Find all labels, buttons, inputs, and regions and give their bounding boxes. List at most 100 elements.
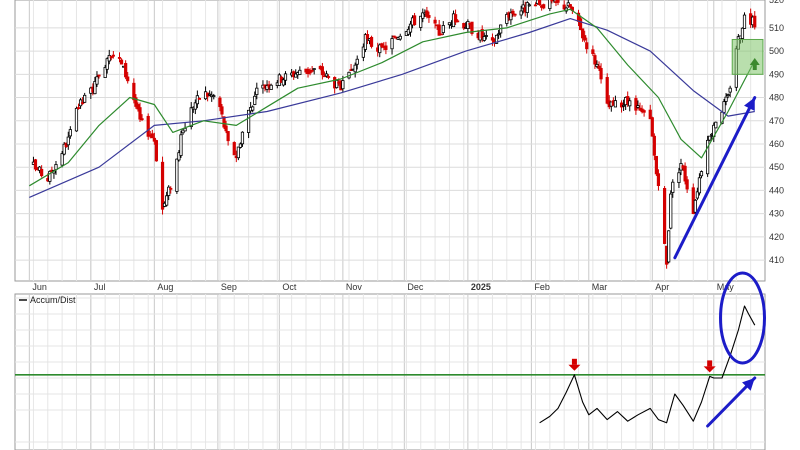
candle-body [326,76,331,78]
candle-body [439,33,443,36]
candle-body [169,187,173,190]
candle-body [310,69,314,72]
candle-body [378,44,382,54]
candle-body [369,36,374,47]
candle-body [519,10,523,16]
candle-body [509,12,513,21]
candle-body [251,106,255,111]
peak-marker-arrow-icon [703,366,716,373]
candle-body [208,93,212,96]
candle-body [179,134,183,156]
candle-body [197,97,202,100]
candle-body [48,170,52,182]
candle-body [562,4,566,10]
candle-body [177,152,181,161]
candle-body [708,135,712,141]
candle-body [662,188,667,244]
candle-body [677,172,681,183]
candle-body [697,177,702,194]
price-panel [14,0,766,282]
candle-body [484,35,488,37]
y-tick-label: 450 [769,162,784,172]
candle-body [447,22,452,26]
candle-body [724,96,728,102]
candle-body [247,109,251,133]
candle-body [105,58,109,70]
price-trend-arrow [673,96,757,260]
candle-body [154,140,158,162]
candle-body [236,146,240,159]
candle-body [183,127,187,132]
candle-body [398,35,402,40]
candle-body [583,35,587,41]
candle-body [548,0,552,9]
candle-body [667,230,671,263]
candle-body [97,74,101,77]
candle-body [527,4,531,7]
candle-body [490,37,495,41]
accum-dist-line [539,305,756,424]
candle-body [462,23,466,29]
candle-body [695,191,699,199]
candle-body [433,19,437,24]
candle-body [83,94,87,103]
candle-body [138,107,142,120]
x-tick-label: 2025 [471,282,491,292]
x-tick-label: Jul [94,282,106,292]
x-tick-label: Nov [346,282,363,292]
candle-body [591,49,595,55]
candle-body [175,158,179,192]
candle-body [283,73,288,81]
candle-body [269,84,273,90]
candle-body [494,34,499,44]
candle-body [742,14,747,29]
candle-body [37,166,42,171]
candle-body [581,28,585,39]
peak-marker-arrow-icon [571,358,577,365]
candle-body [740,27,745,39]
y-tick-label: 490 [769,69,784,79]
candle-body [146,115,150,137]
candle-body [212,95,216,97]
candle-body [685,179,689,190]
candle-body [165,195,169,206]
candle-body [441,25,445,33]
candle-body [671,181,675,193]
candle-body [693,199,697,213]
candle-body [656,173,661,187]
candle-body [648,109,652,120]
candle-body [683,165,687,182]
candle-body [537,0,542,6]
candle-body [421,12,425,19]
candle-body [33,159,38,170]
y-tick-label: 440 [769,185,784,195]
candle-body [93,81,97,95]
x-tick-label: Aug [157,282,173,292]
candle-body [652,135,656,156]
candle-body [412,15,417,26]
candle-body [152,137,156,142]
candle-body [281,79,286,86]
candle-body [181,129,185,134]
candle-body [62,143,66,155]
legend-label: Accum/Dist [30,295,76,305]
x-tick-label: Oct [282,282,297,292]
y-tick-label: 460 [769,139,784,149]
x-tick-label: Apr [655,282,669,292]
y-tick-label: 510 [769,23,784,33]
candle-body [521,4,525,9]
candle-body [593,55,597,65]
candle-body [189,107,193,128]
candle-body [238,143,243,148]
candle-body [480,29,484,39]
candle-body [40,168,44,177]
candle-body [232,142,236,156]
y-tick-label: 480 [769,93,784,103]
x-tick-label: Feb [534,282,550,292]
candle-body [482,36,486,41]
candle-body [419,15,423,28]
moving-average-short-line [28,8,756,187]
candle-body [392,35,396,38]
candle-body [355,58,359,65]
